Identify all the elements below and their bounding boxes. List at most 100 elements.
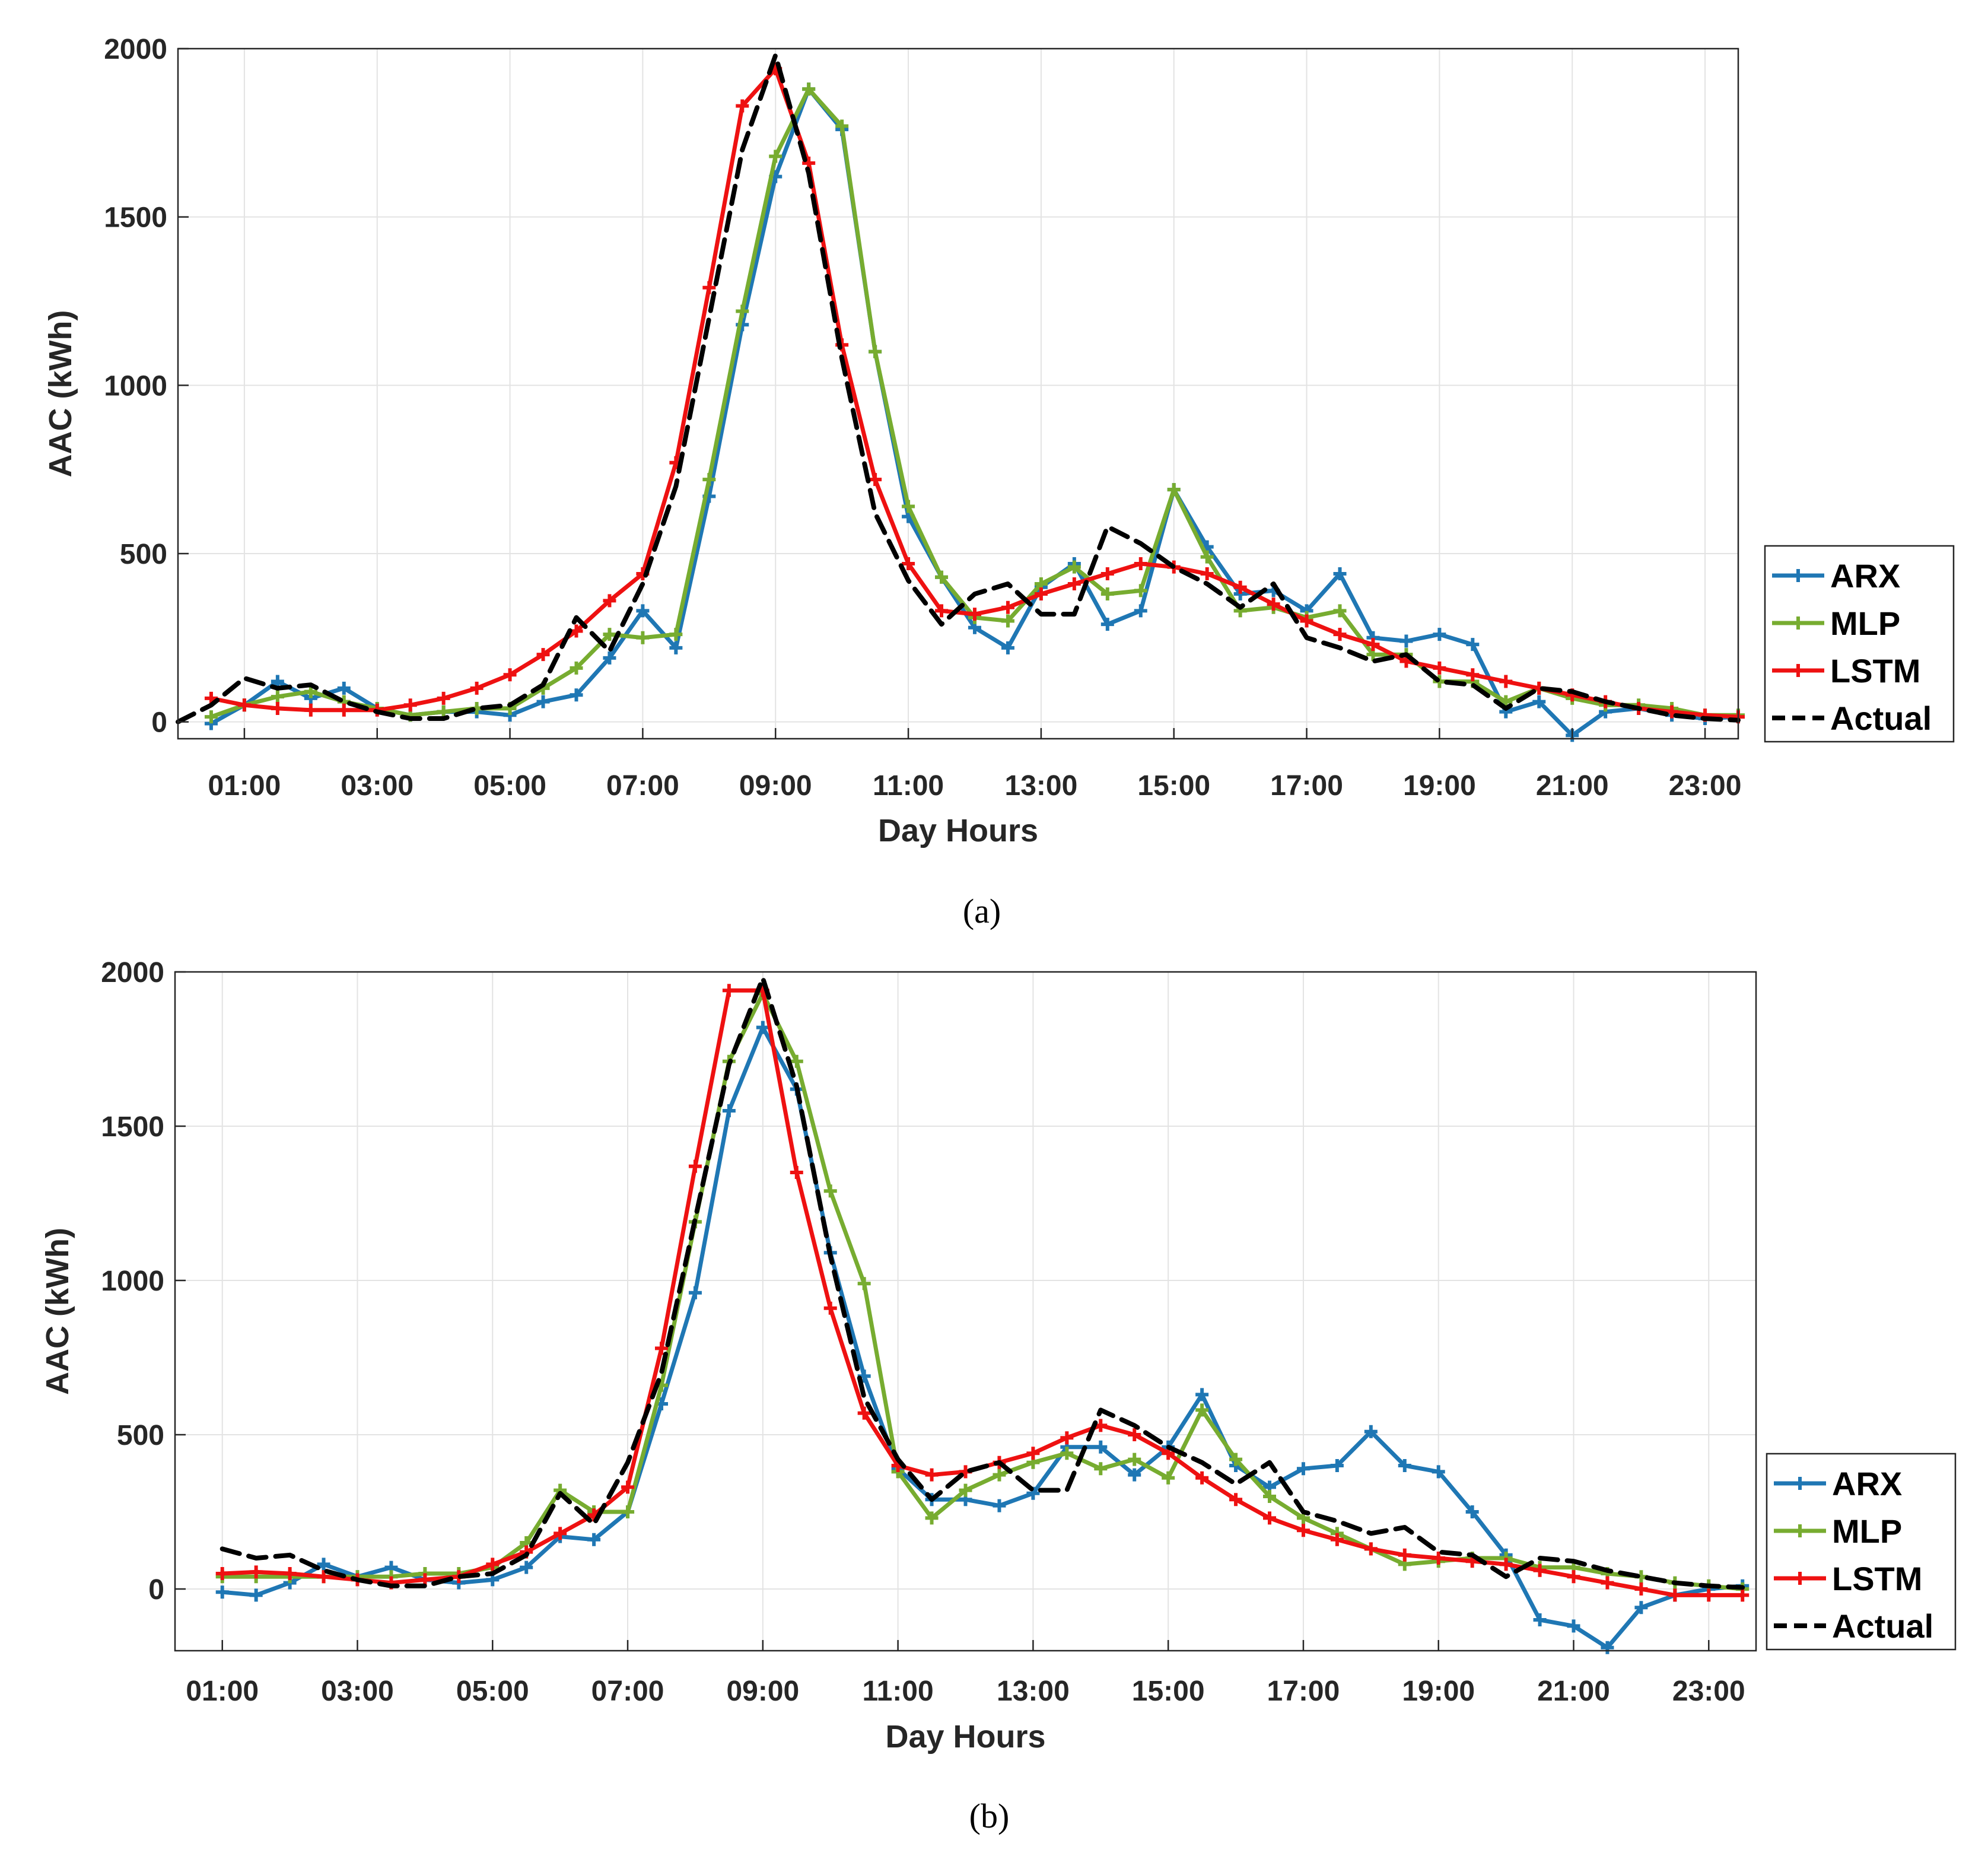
data-point-lstm — [1026, 1447, 1040, 1460]
x-tick-label: 21:00 — [1536, 770, 1609, 802]
data-point-arx — [669, 641, 683, 654]
series-line-arx — [220, 1025, 1745, 1650]
data-point-lstm — [621, 1480, 635, 1494]
data-point-lstm — [1665, 705, 1679, 719]
x-tick-label: 13:00 — [1005, 770, 1078, 802]
x-tick-label: 21:00 — [1537, 1676, 1610, 1707]
y-tick-label: 1500 — [104, 202, 167, 234]
data-point-lstm — [1432, 1552, 1445, 1565]
y-axis-label: AAC (kWh) — [43, 310, 78, 478]
data-point-mlp — [1094, 1462, 1108, 1476]
data-point-mlp — [823, 1184, 837, 1198]
data-point-arx — [249, 1588, 263, 1602]
data-point-arx — [1364, 1425, 1378, 1438]
series-line-actual — [220, 975, 1745, 1590]
data-point-arx — [587, 1533, 601, 1546]
data-point-arx — [1134, 604, 1147, 618]
data-point-arx — [993, 1499, 1006, 1512]
data-point-mlp — [570, 661, 583, 675]
data-point-mlp — [669, 628, 683, 641]
data-point-mlp — [1263, 1490, 1276, 1503]
data-point-lstm — [722, 984, 736, 997]
data-point-lstm — [935, 604, 949, 618]
data-point-lstm — [1330, 1533, 1344, 1546]
data-point-arx — [1634, 1601, 1648, 1615]
data-point-mlp — [603, 628, 616, 641]
x-tick-label: 01:00 — [186, 1676, 259, 1707]
data-point-lstm — [1200, 567, 1214, 581]
data-point-arx — [570, 688, 583, 702]
y-tick-label: 1500 — [101, 1111, 164, 1143]
legend-label-actual: Actual — [1830, 700, 1932, 737]
y-tick-label: 500 — [117, 1420, 164, 1451]
data-point-lstm — [304, 703, 317, 717]
x-axis-label: Day Hours — [878, 813, 1038, 848]
data-point-lstm — [1296, 1524, 1310, 1537]
x-tick-label: 17:00 — [1270, 770, 1343, 802]
data-point-lstm — [486, 1558, 500, 1571]
data-point-arx — [1100, 618, 1114, 631]
data-point-lstm — [1499, 1558, 1513, 1571]
figure-caption: (a) — [963, 892, 1001, 930]
data-point-lstm — [736, 99, 749, 113]
x-tick-label: 23:00 — [1672, 1676, 1745, 1707]
data-point-lstm — [1195, 1471, 1209, 1485]
x-tick-label: 11:00 — [873, 770, 944, 802]
data-point-lstm — [1601, 1576, 1614, 1590]
data-point-arx — [536, 695, 550, 708]
data-point-lstm — [1134, 557, 1147, 570]
data-point-mlp — [802, 82, 816, 96]
data-point-lstm — [536, 648, 550, 662]
series-actual — [176, 53, 1741, 724]
data-point-lstm — [1001, 600, 1014, 614]
data-point-lstm — [1233, 580, 1247, 594]
y-tick-label: 2000 — [104, 34, 167, 65]
y-tick-label: 1000 — [101, 1266, 164, 1297]
legend-marker-mlp — [1792, 616, 1805, 630]
data-point-arx — [520, 1561, 533, 1574]
y-tick-label: 500 — [120, 539, 167, 570]
data-point-arx — [215, 1585, 229, 1599]
x-tick-label: 05:00 — [456, 1676, 529, 1707]
data-point-lstm — [1398, 1548, 1411, 1562]
legend-marker-lstm — [1792, 664, 1805, 677]
data-point-arx — [1398, 1459, 1411, 1472]
data-point-lstm — [1533, 1563, 1547, 1577]
data-point-lstm — [857, 1406, 871, 1420]
data-point-mlp — [959, 1483, 972, 1497]
data-point-mlp — [1162, 1471, 1175, 1485]
data-point-arx — [688, 1286, 702, 1299]
data-point-lstm — [215, 1567, 229, 1580]
data-point-mlp — [869, 345, 882, 358]
data-point-mlp — [1229, 1453, 1243, 1466]
data-point-arx — [636, 604, 650, 618]
data-point-mlp — [702, 473, 716, 487]
data-point-arx — [1532, 695, 1546, 708]
data-point-lstm — [655, 1342, 668, 1355]
x-tick-label: 23:00 — [1669, 770, 1742, 802]
y-tick-label: 1000 — [104, 370, 167, 402]
data-point-lstm — [1433, 661, 1446, 675]
data-point-mlp — [925, 1511, 939, 1525]
x-tick-label: 03:00 — [341, 770, 413, 802]
y-axis-label: AAC (kWh) — [40, 1228, 75, 1395]
plot-area — [178, 49, 1738, 739]
data-point-lstm — [869, 473, 882, 487]
x-tick-label: 07:00 — [591, 1676, 664, 1707]
data-point-lstm — [337, 703, 351, 717]
x-tick-label: 15:00 — [1137, 770, 1210, 802]
data-point-mlp — [736, 304, 749, 318]
series-line-actual — [176, 53, 1741, 724]
data-point-lstm — [1263, 1511, 1276, 1525]
data-point-lstm — [1100, 567, 1114, 581]
data-point-arx — [1195, 1388, 1209, 1401]
legend-label-arx: ARX — [1830, 557, 1900, 595]
data-point-mlp — [1128, 1453, 1141, 1466]
data-point-mlp — [857, 1277, 871, 1291]
series-actual — [220, 975, 1745, 1590]
data-point-mlp — [1167, 483, 1181, 497]
plot-frame — [174, 971, 1757, 1652]
data-point-lstm — [1229, 1493, 1243, 1507]
data-point-mlp — [993, 1468, 1006, 1482]
legend: ARX MLP LSTM Actual — [1764, 545, 1955, 743]
